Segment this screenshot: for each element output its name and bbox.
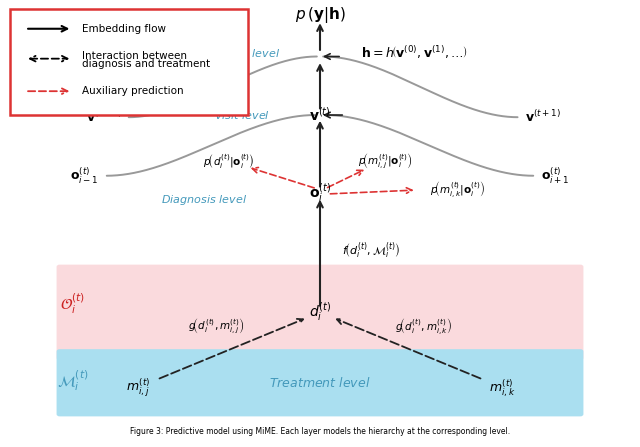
Text: $\mathbf{v}^{(t+1)}$: $\mathbf{v}^{(t+1)}$	[525, 109, 561, 125]
Text: $\mathit{Diagnosis\ level}$: $\mathit{Diagnosis\ level}$	[161, 193, 247, 207]
Text: $g\!\left(d_i^{(t)},m_{i,k}^{(t)}\right)$: $g\!\left(d_i^{(t)},m_{i,k}^{(t)}\right)…	[395, 316, 452, 337]
Text: $p\!\left(d_i^{(t)}|\mathbf{o}_i^{(t)}\right)$: $p\!\left(d_i^{(t)}|\mathbf{o}_i^{(t)}\r…	[204, 152, 255, 170]
Text: $\mathbf{o}_i^{(t)}$: $\mathbf{o}_i^{(t)}$	[309, 181, 331, 205]
Text: Interaction between: Interaction between	[82, 51, 187, 61]
Text: $g\!\left(d_i^{(t)},m_{i,j}^{(t)}\right)$: $g\!\left(d_i^{(t)},m_{i,j}^{(t)}\right)…	[188, 317, 245, 336]
Text: $\mathbf{v}^{(t)}$: $\mathbf{v}^{(t)}$	[309, 106, 331, 124]
Text: Auxiliary prediction: Auxiliary prediction	[82, 86, 183, 96]
Text: $m_{i,k}^{(t)}$: $m_{i,k}^{(t)}$	[489, 377, 515, 399]
Text: $\mathit{Treatment\ level}$: $\mathit{Treatment\ level}$	[269, 375, 371, 389]
Text: $\mathbf{v}^{(t-1)}$: $\mathbf{v}^{(t-1)}$	[86, 109, 122, 125]
Text: $m_{i,j}^{(t)}$: $m_{i,j}^{(t)}$	[126, 377, 150, 399]
Text: Figure 3: Predictive model using MiME. Each layer models the hierarchy at the co: Figure 3: Predictive model using MiME. E…	[130, 427, 510, 436]
Text: Embedding flow: Embedding flow	[82, 24, 166, 34]
Text: $\mathit{Visit\ level}$: $\mathit{Visit\ level}$	[214, 109, 269, 121]
Text: $p\!\left(m_{i,j}^{(t)}|\mathbf{o}_i^{(t)}\right)$: $p\!\left(m_{i,j}^{(t)}|\mathbf{o}_i^{(t…	[358, 152, 413, 171]
Text: $p\,(\mathbf{y}|\mathbf{h})$: $p\,(\mathbf{y}|\mathbf{h})$	[294, 5, 346, 25]
FancyBboxPatch shape	[10, 9, 248, 115]
Text: $\mathcal{M}_i^{(t)}$: $\mathcal{M}_i^{(t)}$	[57, 368, 89, 393]
Text: $\mathbf{h} = h\!\left(\mathbf{v}^{(0)},\mathbf{v}^{(1)},\ldots\right)$: $\mathbf{h} = h\!\left(\mathbf{v}^{(0)},…	[360, 45, 468, 62]
FancyBboxPatch shape	[56, 349, 584, 417]
FancyBboxPatch shape	[56, 265, 584, 360]
Text: $\mathbf{o}_{i-1}^{(t)}$: $\mathbf{o}_{i-1}^{(t)}$	[70, 165, 99, 186]
Text: $f\!\left(d_i^{(t)},\mathcal{M}_i^{(t)}\right)$: $f\!\left(d_i^{(t)},\mathcal{M}_i^{(t)}\…	[342, 240, 401, 261]
Text: $\mathbf{o}_{i+1}^{(t)}$: $\mathbf{o}_{i+1}^{(t)}$	[541, 165, 570, 186]
Text: diagnosis and treatment: diagnosis and treatment	[82, 59, 210, 69]
Text: $p\!\left(m_{i,k}^{(t)}|\mathbf{o}_i^{(t)}\right)$: $p\!\left(m_{i,k}^{(t)}|\mathbf{o}_i^{(t…	[430, 180, 486, 200]
Text: $d_i^{(t)}$: $d_i^{(t)}$	[309, 301, 331, 324]
Text: $\mathcal{O}_i^{(t)}$: $\mathcal{O}_i^{(t)}$	[60, 291, 84, 316]
Text: $\mathit{Patient\ level}$: $\mathit{Patient\ level}$	[209, 47, 280, 59]
